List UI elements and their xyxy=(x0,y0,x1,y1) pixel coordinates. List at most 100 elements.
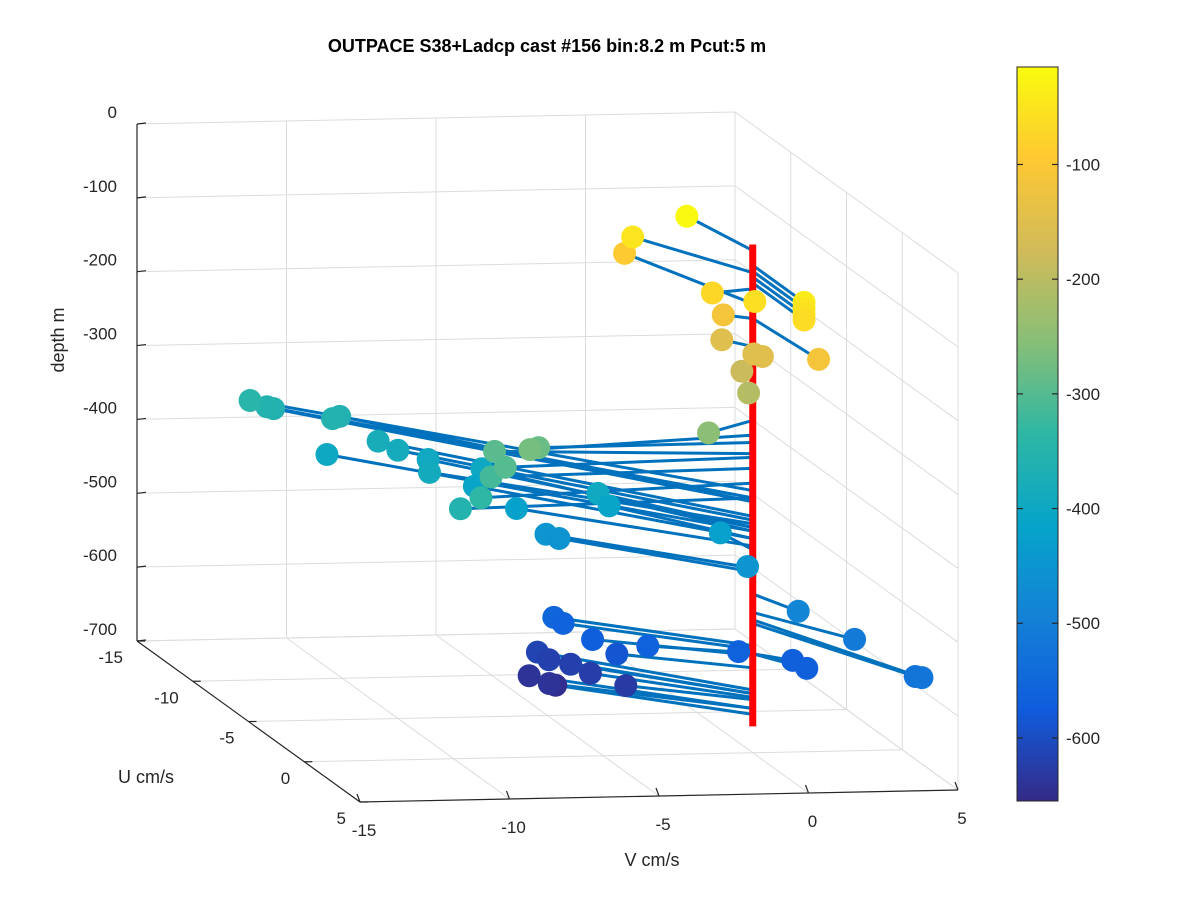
velocity-stick xyxy=(377,439,754,518)
z-tick-mark xyxy=(136,196,147,199)
x-axis-label: V cm/s xyxy=(624,850,679,870)
data-point xyxy=(518,438,542,462)
z-tick-mark xyxy=(136,639,147,642)
grid-line-z-back xyxy=(136,111,736,125)
x-tick-mark xyxy=(356,793,361,803)
y-tick-label: 5 xyxy=(337,809,346,828)
data-point xyxy=(750,344,774,368)
data-point xyxy=(708,521,732,545)
colorbar-tick-label: -400 xyxy=(1066,500,1100,519)
data-point xyxy=(910,666,934,690)
data-point xyxy=(448,497,472,521)
z-tick-label: -100 xyxy=(83,177,117,196)
data-point xyxy=(636,634,660,658)
data-point xyxy=(621,225,645,249)
data-point xyxy=(605,642,629,666)
data-points xyxy=(238,204,934,698)
data-point xyxy=(737,381,761,405)
grid-line-u-floor xyxy=(304,749,903,763)
grid-line-z-side xyxy=(734,111,959,274)
y-tick-label: -10 xyxy=(154,688,179,707)
y-axis-label: U cm/s xyxy=(118,767,174,787)
velocity-stick xyxy=(549,682,753,710)
data-point xyxy=(697,421,721,445)
grid-line-z-back xyxy=(136,480,736,494)
y-tick-label: -5 xyxy=(219,729,234,748)
colorbar-tick-label: -600 xyxy=(1066,729,1100,748)
data-point xyxy=(614,674,638,698)
x-tick-label: 5 xyxy=(957,809,966,828)
data-point xyxy=(517,664,541,688)
data-point xyxy=(711,303,735,327)
data-point xyxy=(493,455,517,479)
z-tick-mark xyxy=(136,417,147,421)
velocity-stick xyxy=(752,622,916,678)
grid-line-z-side xyxy=(734,480,959,643)
z-axis-label: depth m xyxy=(48,307,68,372)
axis-ticks: -15 -10 -5 0 5 -15 -10 -5 0 5 0 -100 -200 -300 -400 -50… xyxy=(83,103,967,840)
data-point xyxy=(469,486,493,510)
velocity-stick xyxy=(339,414,754,504)
x-tick-label: 0 xyxy=(808,812,817,831)
y-tick-label: 0 xyxy=(281,769,290,788)
x-tick-label: -10 xyxy=(501,818,526,837)
data-point xyxy=(537,648,561,672)
grid-line-z-back xyxy=(136,554,736,568)
x-tick-mark xyxy=(804,784,810,794)
data-point xyxy=(736,555,760,579)
velocity-stick xyxy=(545,532,753,570)
velocity-stick xyxy=(632,235,754,275)
x-tick-label: -15 xyxy=(352,821,377,840)
z-tick-label: -300 xyxy=(83,325,117,344)
data-point xyxy=(730,359,754,383)
y-tick-label: -15 xyxy=(98,648,123,667)
data-point xyxy=(238,389,262,413)
data-point xyxy=(581,627,605,651)
z-tick-mark xyxy=(136,565,147,568)
data-point xyxy=(547,526,571,550)
grid-line-u-floor xyxy=(248,709,847,722)
z-tick-mark xyxy=(136,270,147,273)
colorbar-ticks: -100 -200 -300 -400 -500 -600 xyxy=(1017,155,1100,748)
velocity-stick xyxy=(326,453,754,533)
velocity-stick xyxy=(553,615,753,648)
velocity-stick xyxy=(751,317,820,361)
velocity-stick xyxy=(624,251,754,306)
x-tick-mark xyxy=(655,787,660,797)
data-point xyxy=(418,460,442,484)
colorbar-tick-label: -500 xyxy=(1066,614,1100,633)
z-tick-mark xyxy=(136,491,147,494)
data-point xyxy=(795,656,819,680)
grid-line-z-back xyxy=(136,185,736,199)
data-point xyxy=(315,443,339,467)
grid-line-z-side xyxy=(734,407,959,569)
data-point xyxy=(386,438,410,462)
grid-line-z-back xyxy=(136,333,736,347)
velocity-stick xyxy=(562,621,753,651)
velocity-stick xyxy=(686,214,754,252)
data-point xyxy=(700,281,724,305)
data-point xyxy=(537,672,561,696)
z-tick-label: -700 xyxy=(83,620,117,639)
velocity-stick xyxy=(625,684,753,702)
chart-title: OUTPACE S38+Ladcp cast #156 bin:8.2 m Pc… xyxy=(328,36,766,56)
z-tick-label: 0 xyxy=(108,103,117,122)
data-point xyxy=(504,496,528,520)
velocity-stick xyxy=(505,455,753,469)
data-point xyxy=(743,290,767,314)
grid-line-z-back xyxy=(136,628,736,642)
colorbar-tick-label: -100 xyxy=(1066,155,1100,174)
velocity-stick xyxy=(752,610,855,641)
velocity-stick xyxy=(590,671,753,699)
data-point xyxy=(578,661,602,685)
velocity-stick xyxy=(558,536,754,574)
colorbar-tick-label: -200 xyxy=(1066,270,1100,289)
x-tick-mark xyxy=(954,781,959,791)
z-tick-label: -200 xyxy=(83,251,117,270)
velocity-stick xyxy=(555,683,753,716)
data-point xyxy=(792,308,816,332)
grid-line-z-side xyxy=(734,185,959,348)
data-point xyxy=(551,611,575,635)
velocity-stick xyxy=(616,652,753,670)
